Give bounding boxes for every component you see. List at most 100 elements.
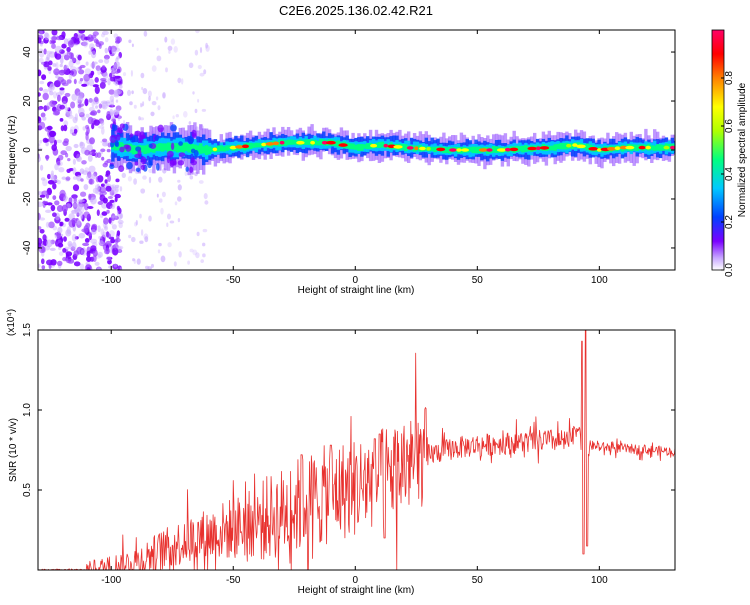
spectrogram-noise-cell xyxy=(67,258,75,264)
spectrogram-ridge-cell xyxy=(336,140,341,148)
spectrogram-noise-cell xyxy=(84,149,91,156)
spectrogram-ridge-cell xyxy=(135,167,141,172)
spectrogram-peak-cell xyxy=(273,141,279,146)
spectrogram-ridge-cell xyxy=(553,144,557,151)
spectrogram-noise-cell xyxy=(45,209,52,213)
spectrogram-ridge-cell xyxy=(157,124,164,133)
spectrogram-noise-cell xyxy=(86,267,91,270)
spectrogram-noise-cell xyxy=(80,41,88,46)
spectrogram-noise-cell xyxy=(38,30,45,35)
spectrogram-noise-cell xyxy=(101,127,105,135)
spectrogram-noise-cell xyxy=(63,65,69,70)
spectrogram-noise-cell xyxy=(52,195,57,201)
spectrogram-noise-cell xyxy=(68,243,73,250)
spectrogram-noise-cell xyxy=(104,58,110,64)
spectrogram-noise-cell xyxy=(199,47,203,54)
colorbar-tick-label: 0.0 xyxy=(724,263,735,277)
spectrogram-peak-cell xyxy=(383,143,389,148)
spectrogram-noise-cell xyxy=(112,263,119,270)
spectrogram-noise-cell xyxy=(38,69,42,77)
spectrogram-ridge-cell xyxy=(366,143,370,150)
spectrogram-noise-cell xyxy=(135,219,138,226)
spectrogram-noise-cell xyxy=(177,77,182,84)
spectrogram-noise-cell xyxy=(160,255,166,263)
spectrogram-peak-cell xyxy=(279,140,285,145)
spectrogram-noise-cell xyxy=(42,200,49,205)
spectrogram-noise-cell xyxy=(82,39,89,48)
spectrogram-noise-cell xyxy=(95,105,98,109)
spectrogram-noise-cell xyxy=(104,160,109,165)
spectrogram-noise-cell xyxy=(157,249,161,254)
spectrogram-noise-cell xyxy=(52,182,57,190)
spectrogram-noise-cell xyxy=(99,81,106,89)
spectrogram-ridge-cell xyxy=(524,145,528,152)
spectrogram-ridge-cell xyxy=(163,143,168,151)
spectrogram-noise-cell xyxy=(76,174,82,182)
spectrogram-noise-cell xyxy=(203,193,208,200)
spectrogram-noise-cell xyxy=(177,236,180,241)
spectrogram-noise-cell xyxy=(39,139,43,144)
spectrogram-ridge-cell xyxy=(117,142,121,151)
spectrogram-peak-cell xyxy=(426,147,431,151)
spectrogram-noise-cell xyxy=(89,137,95,145)
spectrogram-noise-cell xyxy=(129,101,133,106)
spectrogram-noise-cell xyxy=(107,196,113,199)
spectrogram-noise-cell xyxy=(161,191,166,198)
spectrogram-peak-cell xyxy=(576,144,586,149)
spectrogram-noise-cell xyxy=(46,239,53,248)
spectrogram-noise-cell xyxy=(72,184,80,192)
spectrogram-noise-cell xyxy=(205,42,209,49)
spectrogram-noise-cell xyxy=(92,255,97,262)
spectrogram-noise-cell xyxy=(71,209,77,214)
spectrogram-noise-cell xyxy=(43,105,50,111)
spectrogram-noise-cell xyxy=(55,62,59,70)
spectrogram-noise-cell xyxy=(91,223,98,230)
colorbar-tick-label: 0.8 xyxy=(724,71,735,85)
spectrogram-peak-cell xyxy=(321,140,328,145)
spectrogram-peak-cell xyxy=(414,146,419,150)
spectrogram-noise-cell xyxy=(57,242,64,248)
spectrogram-noise-cell xyxy=(110,112,113,117)
spectrogram-noise-cell xyxy=(49,83,55,89)
spectrogram-ridge-cell xyxy=(650,145,654,151)
colorbar-label: Normalized spectral amplitude xyxy=(737,82,748,217)
spectrogram-ridge-cell xyxy=(134,161,139,166)
spectrogram-noise-cell xyxy=(38,107,42,111)
spectrogram-noise-cell xyxy=(104,179,108,184)
spectrogram-ridge-cell xyxy=(207,146,212,154)
spectrogram-noise-cell xyxy=(98,240,104,246)
spectrogram-noise-cell xyxy=(82,170,89,176)
spectrogram-noise-cell xyxy=(80,191,87,197)
spectrogram-noise-cell xyxy=(95,65,101,71)
spectrogram-noise-cell xyxy=(78,30,86,34)
spectrogram-peak-cell xyxy=(607,147,616,151)
spectrogram-ridge-cell xyxy=(119,146,125,153)
spectrogram-noise-cell xyxy=(141,86,144,91)
spectrogram-noise-cell xyxy=(105,185,112,192)
spectrogram-ridge-cell xyxy=(363,144,367,149)
spectrogram-ridge-cell xyxy=(139,134,146,139)
spectrogram-noise-cell xyxy=(131,90,134,95)
spectrogram-noise-cell xyxy=(195,252,200,259)
spectrogram-noise-cell xyxy=(53,178,59,183)
spectrogram-noise-cell xyxy=(38,226,42,230)
spectrogram-noise-cell xyxy=(84,238,90,243)
spectrogram-noise-cell xyxy=(41,177,46,181)
spectrogram-ridge-cell xyxy=(219,145,223,152)
colorbar-gradient xyxy=(711,29,725,271)
spectrogram-noise-cell xyxy=(100,33,106,38)
spectrogram-noise-cell xyxy=(39,80,45,85)
spectrogram-ridge-cell xyxy=(360,144,364,151)
spectrogram-peak-cell xyxy=(505,147,511,152)
spectrogram-noise-cell xyxy=(109,72,113,78)
spectrogram-noise-cell xyxy=(97,68,101,76)
spectrogram-noise-cell xyxy=(50,170,55,177)
spectrogram-noise-cell xyxy=(79,141,84,147)
spectrogram-noise-cell xyxy=(41,74,47,80)
spectrogram-noise-cell xyxy=(100,100,108,105)
spectrogram-noise-cell xyxy=(90,196,97,205)
colorbar-ticks: 0.0 0.2 0.4 0.6 0.8 xyxy=(721,71,735,277)
spectrogram-noise-cell xyxy=(143,30,148,37)
spectrogram-ridge-cell xyxy=(518,146,522,152)
spectrogram-noise-cell xyxy=(108,89,115,95)
